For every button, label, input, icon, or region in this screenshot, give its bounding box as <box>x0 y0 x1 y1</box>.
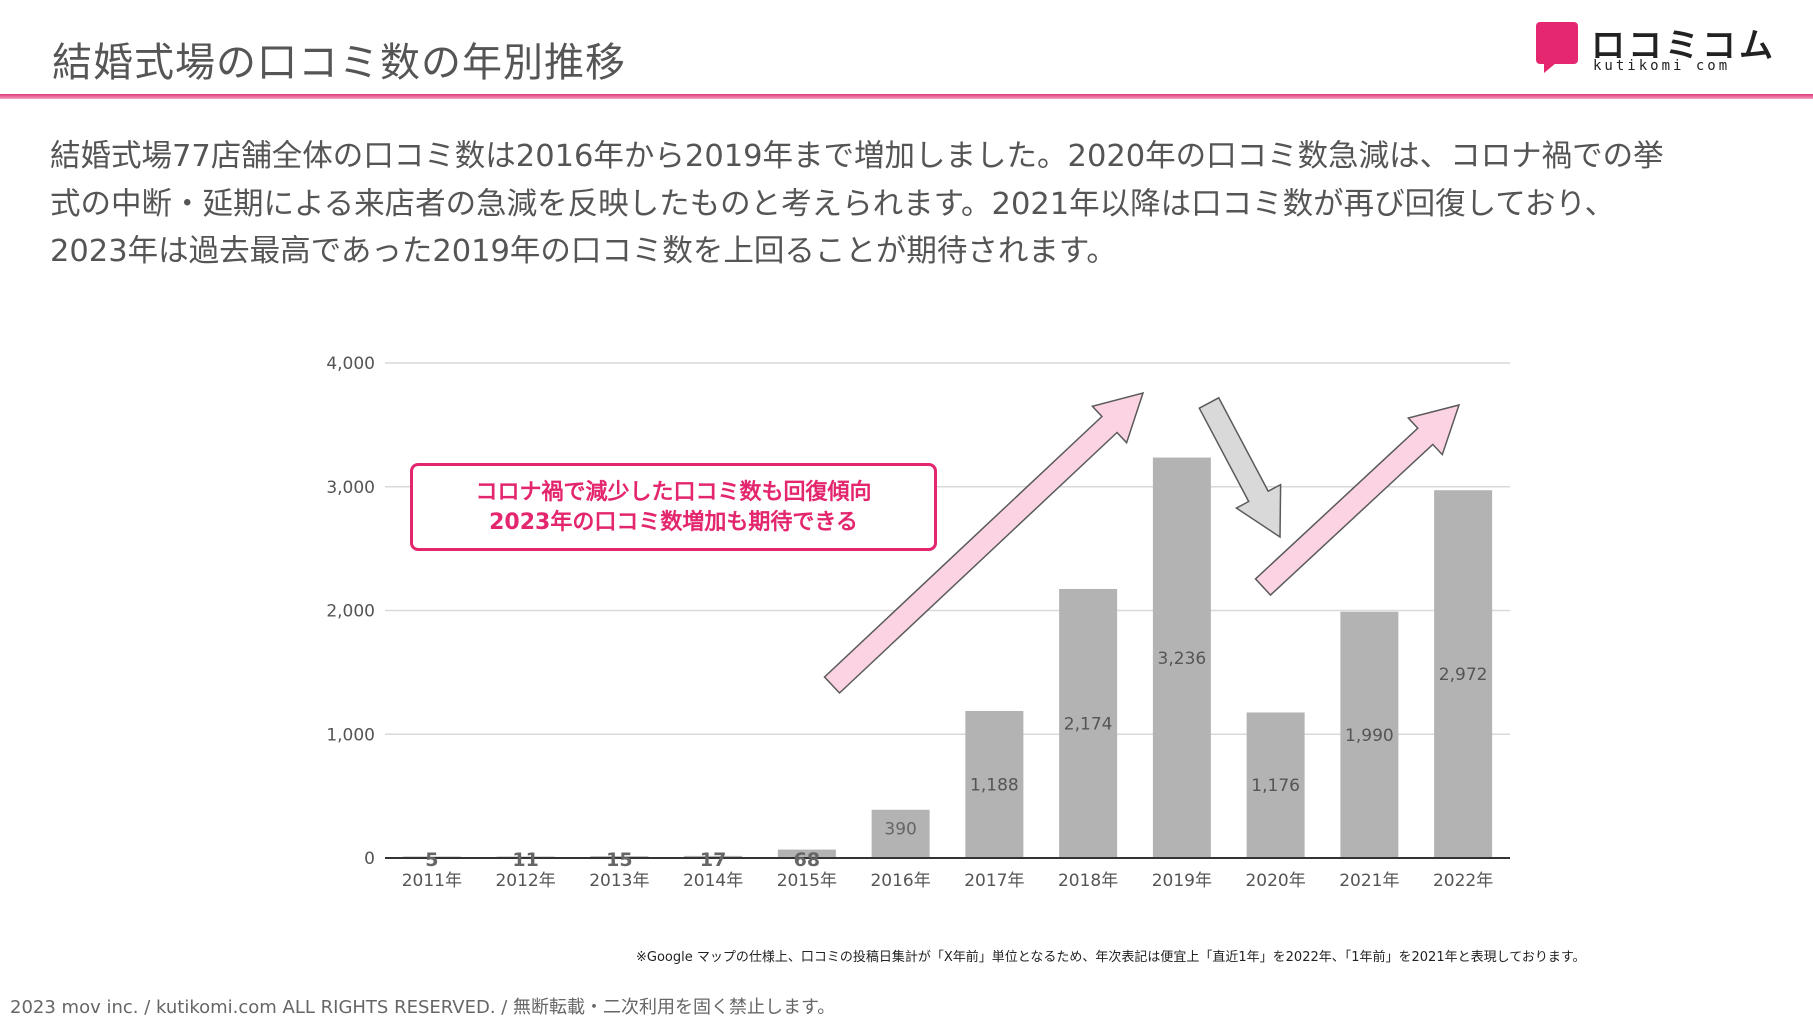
callout-line-1: コロナ禍で減少した口コミ数も回復傾向 <box>475 480 872 505</box>
bar <box>871 809 930 858</box>
logo-mark-icon <box>1536 22 1578 73</box>
footnote: ※Google マップの仕様上、口コミの投稿日集計が「X年前」単位となるため、年… <box>636 950 1586 965</box>
description-line: 結婚式場77店舗全体の口コミ数は2016年から2019年まで増加しました。202… <box>50 139 1664 174</box>
bar <box>1152 457 1211 858</box>
logo-subtext: kutikomi com <box>1593 58 1731 74</box>
callout-box: コロナ禍で減少した口コミ数も回復傾向 2023年の口コミ数増加も期待できる <box>410 463 937 551</box>
y-tick-label: 4,000 <box>326 354 375 374</box>
description-line: 2023年は過去最高であった2019年の口コミ数を上回ることが期待されます。 <box>50 234 1117 269</box>
description: 結婚式場77店舗全体の口コミ数は2016年から2019年まで増加しました。202… <box>50 133 1770 276</box>
x-tick-label: 2015年 <box>777 871 837 891</box>
x-tick-label: 2016年 <box>870 871 930 891</box>
data-label: 11 <box>512 849 538 871</box>
trend-up-arrow-icon <box>823 391 1145 695</box>
y-tick-label: 1,000 <box>326 725 375 745</box>
data-label: 1,990 <box>1345 726 1394 746</box>
bar <box>684 855 743 858</box>
x-tick-label: 2014年 <box>683 871 743 891</box>
data-label: 68 <box>794 849 820 871</box>
data-label: 5 <box>425 849 438 871</box>
x-tick-label: 2018年 <box>1058 871 1118 891</box>
logo-text: ロコミコム <box>1591 26 1776 66</box>
bar <box>1246 712 1305 858</box>
bar <box>1059 588 1118 858</box>
y-tick-label: 2,000 <box>326 602 375 622</box>
logo: ロコミコム kutikomi com <box>1536 20 1786 80</box>
x-tick-label: 2013年 <box>589 871 649 891</box>
bar <box>1340 611 1399 858</box>
data-label: 3,236 <box>1158 649 1207 669</box>
y-tick-label: 0 <box>364 849 375 869</box>
x-tick-label: 2019年 <box>1152 871 1212 891</box>
bar <box>1434 490 1493 858</box>
bar <box>777 849 836 858</box>
x-tick-label: 2011年 <box>402 871 462 891</box>
y-tick-label: 3,000 <box>326 478 375 498</box>
data-label: 1,188 <box>970 775 1019 795</box>
description-line: 式の中断・延期による来店者の急減を反映したものと考えられます。2021年以降は口… <box>50 186 1616 222</box>
page-title: 結婚式場の口コミ数の年別推移 <box>52 40 626 86</box>
x-tick-label: 2021年 <box>1339 871 1399 891</box>
x-tick-label: 2020年 <box>1245 871 1305 891</box>
data-label: 15 <box>606 849 632 871</box>
header-divider <box>0 94 1813 99</box>
x-tick-label: 2017年 <box>964 871 1024 891</box>
data-label: 390 <box>884 820 916 840</box>
data-label: 2,174 <box>1064 714 1113 734</box>
data-label: 1,176 <box>1251 776 1300 796</box>
trend-down-arrow-icon <box>1198 396 1282 539</box>
bar <box>965 710 1024 858</box>
data-label: 17 <box>700 849 726 871</box>
x-tick-label: 2022年 <box>1433 871 1493 891</box>
data-label: 2,972 <box>1439 665 1488 685</box>
trend-up-arrow-icon <box>1254 403 1461 597</box>
x-tick-label: 2012年 <box>495 871 555 891</box>
callout-line-2: 2023年の口コミ数増加も期待できる <box>489 510 858 535</box>
copyright-footer: 2023 mov inc. / kutikomi.com ALL RIGHTS … <box>10 997 836 1018</box>
